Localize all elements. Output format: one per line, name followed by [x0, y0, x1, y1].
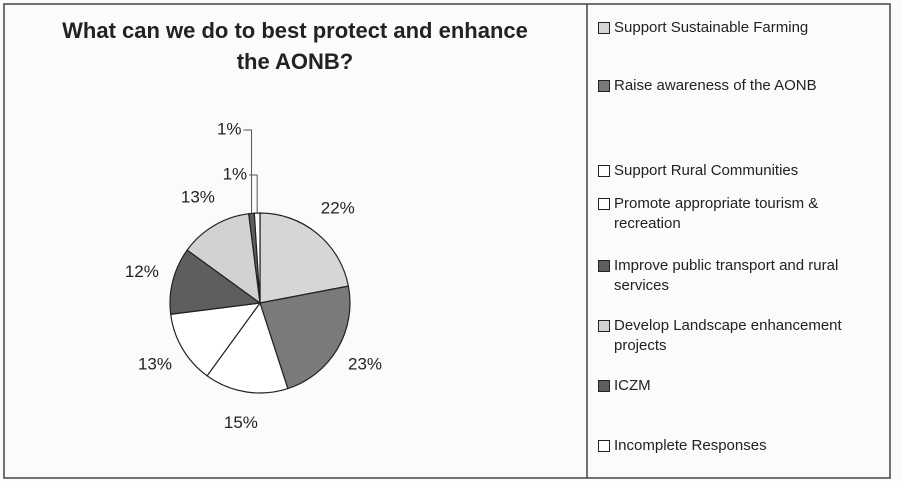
legend-label: Raise awareness of the AONB	[614, 77, 817, 94]
title-box: What can we do to best protect and enhan…	[62, 18, 528, 74]
legend-item: Support Sustainable Farming	[598, 18, 888, 38]
pie-slice	[206, 301, 289, 394]
data-label: 23%	[348, 355, 382, 374]
pie-slice	[253, 212, 261, 304]
data-label: 13%	[138, 355, 172, 374]
pie-slice	[186, 213, 261, 305]
legend-item: Raise awareness of the AONB	[598, 76, 888, 96]
leader-line	[243, 129, 253, 214]
legend-swatch	[598, 80, 610, 92]
pie-slice	[259, 285, 351, 390]
legend-item: Support Rural Communities	[598, 161, 888, 181]
legend-swatch	[598, 440, 610, 452]
legend-label: Support Sustainable Farming	[614, 19, 809, 36]
legend-label: Promote appropriate tourism & recreation	[614, 195, 819, 232]
legend-swatch	[598, 380, 610, 392]
pie-slice	[169, 249, 262, 315]
data-label: 13%	[181, 187, 215, 206]
legend-item: ICZM	[598, 376, 888, 396]
legend-label: Improve public transport and rural servi…	[614, 257, 839, 294]
data-label: 15%	[224, 413, 258, 432]
legend-item: Develop Landscape enhancement projects	[598, 316, 888, 356]
legend-item: Promote appropriate tourism & recreation	[598, 194, 888, 234]
legend-item: Incomplete Responses	[598, 436, 888, 456]
frame	[3, 3, 891, 479]
legend-swatch	[598, 165, 610, 177]
legend-label: Incomplete Responses	[614, 437, 767, 454]
pie-slice	[259, 212, 350, 304]
pie-slice	[170, 302, 262, 377]
legend-swatch	[598, 320, 610, 332]
legend-swatch	[598, 198, 610, 210]
chart-title: What can we do to best protect and enhan…	[62, 18, 528, 74]
legend-label: Develop Landscape enhancement projects	[614, 317, 842, 354]
legend-swatch	[598, 22, 610, 34]
legend-swatch	[598, 260, 610, 272]
legend-item: Improve public transport and rural servi…	[598, 256, 888, 296]
legend-label: Support Rural Communities	[614, 162, 799, 179]
data-label: 1%	[223, 164, 248, 183]
data-label: 1%	[217, 119, 242, 138]
data-label: 22%	[321, 198, 355, 217]
data-label: 12%	[125, 262, 159, 281]
legend-label: ICZM	[614, 377, 651, 394]
leader-line	[249, 174, 258, 214]
